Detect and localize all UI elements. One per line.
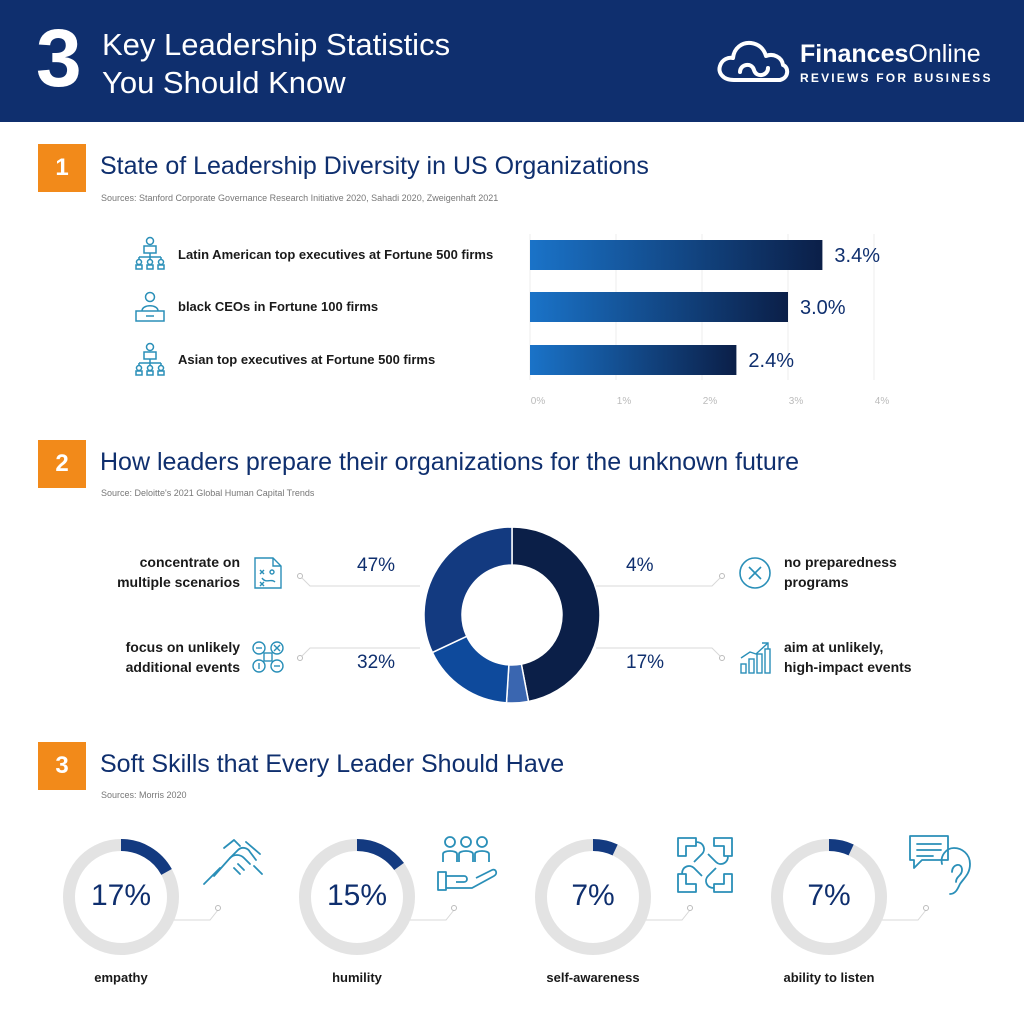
org-chart-icon — [135, 236, 165, 270]
bar-label-latin: Latin American top executives at Fortune… — [178, 247, 494, 262]
skill-ring-progress — [356, 839, 404, 871]
section1-title: State of Leadership Diversity in US Orga… — [100, 152, 649, 180]
skill-pct-listen: 7% — [807, 879, 851, 912]
section2-source: Source: Deloitte's 2021 Global Human Cap… — [101, 488, 315, 498]
donut-slice — [423, 526, 513, 654]
bar-tick-label: 1% — [617, 396, 632, 407]
header-title-line1: Key Leadership Statistics — [102, 27, 451, 62]
section2-number: 2 — [38, 440, 86, 488]
bar-tick-label: 0% — [531, 396, 546, 407]
team-hand-icon — [437, 836, 498, 891]
donut-label-none: no preparedness programs — [784, 552, 954, 592]
brand-light: Online — [908, 40, 981, 68]
org-chart-icon — [135, 342, 165, 376]
header-banner: 3 Key Leadership Statistics You Should K… — [0, 0, 1024, 122]
skill-label-humility: humility — [332, 970, 382, 985]
bar-tick-label: 2% — [703, 396, 718, 407]
section3-title: Soft Skills that Every Leader Should Hav… — [100, 750, 565, 778]
donut-label-impact-l2: high-impact events — [784, 659, 912, 675]
skill-pct-empathy: 17% — [90, 879, 152, 912]
donut-pct-impact: 17% — [626, 652, 665, 673]
donut-label-unlikely-l2: additional events — [125, 659, 240, 675]
donut-connector-lines — [297, 573, 725, 661]
skill-label-listen: ability to listen — [783, 970, 875, 985]
donut-slice — [511, 526, 601, 703]
diversity-bar-chart: 0% 1% 2% 3% 4% 3.4% 3.0% 2.4% — [529, 234, 890, 407]
ceo-desk-icon — [135, 291, 165, 322]
strategy-doc-icon — [254, 557, 282, 589]
section3-source: Sources: Morris 2020 — [101, 790, 187, 800]
preparedness-donut-chart — [423, 526, 601, 704]
bar-value-label: 3.0% — [800, 297, 846, 319]
skill-label-empathy: empathy — [94, 970, 148, 985]
brand-bold: Finances — [800, 40, 909, 68]
donut-label-multiple-l1: concentrate on — [139, 554, 240, 570]
bar-value-label: 2.4% — [748, 350, 794, 372]
section2-title: How leaders prepare their organizations … — [100, 448, 800, 476]
section1-number: 1 — [38, 144, 86, 192]
bar — [530, 292, 788, 322]
handshake-icon — [203, 839, 263, 885]
skill-label-self-awareness: self-awareness — [546, 970, 640, 985]
bar-tick-label: 4% — [875, 396, 890, 407]
donut-label-unlikely-l1: focus on unlikely — [125, 639, 240, 655]
skill-pct-humility: 15% — [326, 879, 388, 912]
brand-name: FinancesOnline — [800, 40, 981, 69]
network-icon — [252, 641, 284, 673]
x-circle-icon — [739, 557, 771, 589]
skill-ring-progress — [592, 839, 618, 856]
header-title: Key Leadership Statistics You Should Kno… — [102, 26, 450, 102]
bar — [530, 345, 737, 375]
skill-pct-self-awareness: 7% — [571, 879, 615, 912]
bar-value-label: 3.4% — [834, 245, 880, 267]
donut-label-multiple-l2: multiple scenarios — [117, 574, 240, 590]
skill-ring-progress — [120, 839, 172, 876]
donut-label-impact: aim at unlikely, high-impact events — [784, 637, 954, 677]
donut-label-none-l1: no preparedness — [784, 554, 897, 570]
section3-number: 3 — [38, 742, 86, 790]
donut-label-multiple: concentrate on multiple scenarios — [96, 552, 240, 592]
donut-label-unlikely: focus on unlikely additional events — [96, 637, 240, 677]
section1-source: Sources: Stanford Corporate Governance R… — [101, 193, 499, 203]
donut-label-impact-l1: aim at unlikely, — [784, 639, 884, 655]
skill-rings-chart — [63, 839, 929, 955]
header-title-line2: You Should Know — [102, 65, 346, 100]
donut-pct-none: 4% — [626, 555, 654, 576]
brand-tagline: REVIEWS FOR BUSINESS — [800, 71, 993, 85]
cloud-logo-icon — [717, 40, 790, 82]
bar-tick-label: 3% — [789, 396, 804, 407]
header-number: 3 — [36, 13, 82, 104]
bar — [530, 240, 823, 270]
growth-chart-icon — [740, 642, 771, 674]
skill-ring-progress — [828, 839, 854, 856]
linked-hands-icon — [677, 837, 733, 893]
bar-label-black-ceos: black CEOs in Fortune 100 firms — [178, 299, 379, 314]
donut-pct-multiple: 47% — [357, 555, 396, 576]
donut-label-none-l2: programs — [784, 574, 849, 590]
donut-pct-unlikely: 32% — [357, 652, 396, 673]
ear-speech-icon — [909, 835, 971, 895]
bar-label-asian: Asian top executives at Fortune 500 firm… — [178, 352, 436, 367]
